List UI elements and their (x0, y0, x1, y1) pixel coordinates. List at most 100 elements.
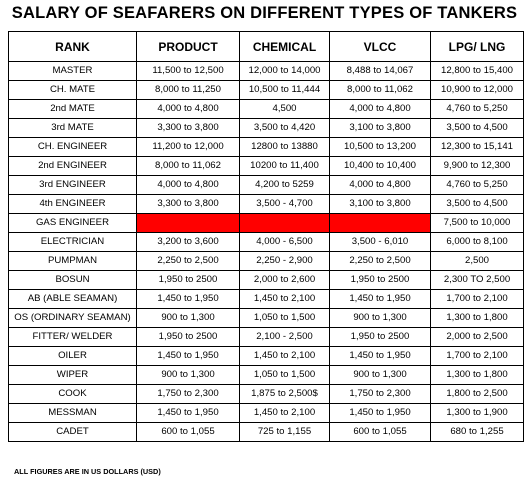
lpg-lng-cell: 2,500 (430, 251, 524, 271)
highlighted-cell (136, 213, 240, 233)
rank-cell: OS (ORDINARY SEAMAN) (8, 308, 137, 328)
vlcc-cell: 2,250 to 2,500 (329, 251, 431, 271)
vlcc-cell: 1,450 to 1,950 (329, 289, 431, 309)
lpg-lng-cell: 4,760 to 5,250 (430, 175, 524, 195)
lpg-lng-cell: 10,900 to 12,000 (430, 80, 524, 100)
rank-cell: 4th ENGINEER (8, 194, 137, 214)
table-row: 3rd ENGINEER 4,000 to 4,800 4,200 to 5259 4… (8, 175, 524, 195)
product-cell: 900 to 1,300 (136, 308, 240, 328)
chemical-cell: 1,050 to 1,500 (239, 308, 330, 328)
table-row: CH. ENGINEER 11,200 to 12,000 12800 to 138… (8, 137, 524, 157)
chemical-cell: 12800 to 13880 (239, 137, 330, 157)
table-row: 2nd MATE 4,000 to 4,800 4,500 4,000 to 4,80… (8, 99, 524, 119)
table-row: 3rd MATE 3,300 to 3,800 3,500 to 4,420 3,10… (8, 118, 524, 138)
vlcc-cell: 1,450 to 1,950 (329, 403, 431, 423)
vlcc-cell: 900 to 1,300 (329, 308, 431, 328)
lpg-lng-cell: 4,760 to 5,250 (430, 99, 524, 119)
rank-cell: MASTER (8, 61, 137, 81)
rank-cell: 3rd MATE (8, 118, 137, 138)
chemical-cell: 1,450 to 2,100 (239, 289, 330, 309)
header-lpg-lng: LPG/ LNG (430, 31, 524, 62)
table-row: MASTER 11,500 to 12,500 12,000 to 14,000 8,… (8, 61, 524, 81)
chemical-cell: 4,200 to 5259 (239, 175, 330, 195)
chemical-cell: 2,000 to 2,600 (239, 270, 330, 290)
chemical-cell: 1,050 to 1,500 (239, 365, 330, 385)
vlcc-cell: 10,500 to 13,200 (329, 137, 431, 157)
chemical-cell: 2,250 - 2,900 (239, 251, 330, 271)
header-vlcc: VLCC (329, 31, 431, 62)
rank-cell: WIPER (8, 365, 137, 385)
lpg-lng-cell: 2,300 TO 2,500 (430, 270, 524, 290)
rank-cell: OILER (8, 346, 137, 366)
rank-cell: FITTER/ WELDER (8, 327, 137, 347)
product-cell: 8,000 to 11,250 (136, 80, 240, 100)
table-row: MESSMAN 1,450 to 1,950 1,450 to 2,100 1,450… (8, 403, 524, 423)
vlcc-cell: 4,000 to 4,800 (329, 99, 431, 119)
highlighted-cell (239, 213, 330, 233)
lpg-lng-cell: 12,300 to 15,141 (430, 137, 524, 157)
product-cell: 2,250 to 2,500 (136, 251, 240, 271)
chemical-cell: 3,500 to 4,420 (239, 118, 330, 138)
rank-cell: 3rd ENGINEER (8, 175, 137, 195)
product-cell: 1,450 to 1,950 (136, 403, 240, 423)
product-cell: 3,300 to 3,800 (136, 118, 240, 138)
chemical-cell: 1,875 to 2,500$ (239, 384, 330, 404)
table-row: 4th ENGINEER 3,300 to 3,800 3,500 - 4,700 3… (8, 194, 524, 214)
table-row: PUMPMAN 2,250 to 2,500 2,250 - 2,900 2,250 … (8, 251, 524, 271)
table-row: FITTER/ WELDER 1,950 to 2500 2,100 - 2,500… (8, 327, 524, 347)
rank-cell: BOSUN (8, 270, 137, 290)
header-rank: RANK (8, 31, 137, 62)
lpg-lng-cell: 3,500 to 4,500 (430, 194, 524, 214)
rank-cell: GAS ENGINEER (8, 213, 137, 233)
vlcc-cell: 900 to 1,300 (329, 365, 431, 385)
chemical-cell: 1,450 to 2,100 (239, 346, 330, 366)
vlcc-cell: 600 to 1,055 (329, 422, 431, 442)
table-row: CH. MATE 8,000 to 11,250 10,500 to 11,444 8… (8, 80, 524, 100)
table-row: COOK 1,750 to 2,300 1,875 to 2,500$ 1,750 t… (8, 384, 524, 404)
product-cell: 4,000 to 4,800 (136, 175, 240, 195)
lpg-lng-cell: 1,300 to 1,800 (430, 308, 524, 328)
vlcc-cell: 4,000 to 4,800 (329, 175, 431, 195)
lpg-lng-cell: 1,800 to 2,500 (430, 384, 524, 404)
table-body: MASTER 11,500 to 12,500 12,000 to 14,000 8,… (8, 61, 524, 442)
vlcc-cell: 3,500 - 6,010 (329, 232, 431, 252)
rank-cell: CH. ENGINEER (8, 137, 137, 157)
rank-cell: CADET (8, 422, 137, 442)
vlcc-cell: 3,100 to 3,800 (329, 194, 431, 214)
vlcc-cell: 1,950 to 2500 (329, 270, 431, 290)
rank-cell: CH. MATE (8, 80, 137, 100)
vlcc-cell: 1,750 to 2,300 (329, 384, 431, 404)
lpg-lng-cell: 1,700 to 2,100 (430, 346, 524, 366)
header-chemical: CHEMICAL (239, 31, 330, 62)
vlcc-cell: 1,450 to 1,950 (329, 346, 431, 366)
lpg-lng-cell: 1,300 to 1,900 (430, 403, 524, 423)
table-row: OS (ORDINARY SEAMAN) 900 to 1,300 1,050 to… (8, 308, 524, 328)
vlcc-cell: 8,488 to 14,067 (329, 61, 431, 81)
rank-cell: 2nd MATE (8, 99, 137, 119)
chemical-cell: 12,000 to 14,000 (239, 61, 330, 81)
chemical-cell: 10200 to 11,400 (239, 156, 330, 176)
rank-cell: PUMPMAN (8, 251, 137, 271)
chemical-cell: 3,500 - 4,700 (239, 194, 330, 214)
lpg-lng-cell: 680 to 1,255 (430, 422, 524, 442)
product-cell: 600 to 1,055 (136, 422, 240, 442)
table-row: 2nd ENGINEER 8,000 to 11,062 10200 to 11,4… (8, 156, 524, 176)
lpg-lng-cell: 1,700 to 2,100 (430, 289, 524, 309)
table-row: ELECTRICIAN 3,200 to 3,600 4,000 - 6,500 3,… (8, 232, 524, 252)
chemical-cell: 725 to 1,155 (239, 422, 330, 442)
rank-cell: COOK (8, 384, 137, 404)
vlcc-cell: 1,950 to 2500 (329, 327, 431, 347)
product-cell: 4,000 to 4,800 (136, 99, 240, 119)
lpg-lng-cell: 6,000 to 8,100 (430, 232, 524, 252)
lpg-lng-cell: 7,500 to 10,000 (430, 213, 524, 233)
highlighted-cell (329, 213, 431, 233)
chemical-cell: 1,450 to 2,100 (239, 403, 330, 423)
table-row: OILER 1,450 to 1,950 1,450 to 2,100 1,450 t… (8, 346, 524, 366)
lpg-lng-cell: 2,000 to 2,500 (430, 327, 524, 347)
salary-table: RANK PRODUCT CHEMICAL VLCC LPG/ LNG MAST… (8, 31, 524, 442)
product-cell: 1,950 to 2500 (136, 327, 240, 347)
rank-cell: AB (ABLE SEAMAN) (8, 289, 137, 309)
table-row: CADET 600 to 1,055 725 to 1,155 600 to 1,05… (8, 422, 524, 442)
product-cell: 1,450 to 1,950 (136, 289, 240, 309)
product-cell: 8,000 to 11,062 (136, 156, 240, 176)
